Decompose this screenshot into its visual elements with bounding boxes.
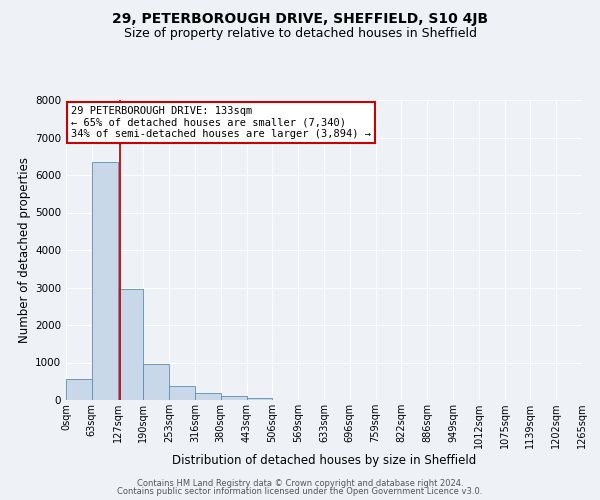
X-axis label: Distribution of detached houses by size in Sheffield: Distribution of detached houses by size … [172,454,476,467]
Bar [169,386,195,400]
Bar [143,364,169,400]
Bar [221,396,247,400]
Text: Contains public sector information licensed under the Open Government Licence v3: Contains public sector information licen… [118,487,482,496]
Text: Size of property relative to detached houses in Sheffield: Size of property relative to detached ho… [124,28,476,40]
Text: 29, PETERBOROUGH DRIVE, SHEFFIELD, S10 4JB: 29, PETERBOROUGH DRIVE, SHEFFIELD, S10 4… [112,12,488,26]
Bar [118,290,143,400]
Y-axis label: Number of detached properties: Number of detached properties [18,157,31,343]
Bar [92,162,118,400]
Bar [195,394,221,400]
Text: 29 PETERBOROUGH DRIVE: 133sqm
← 65% of detached houses are smaller (7,340)
34% o: 29 PETERBOROUGH DRIVE: 133sqm ← 65% of d… [71,106,371,139]
Bar [247,398,272,400]
Bar [66,380,92,400]
Text: Contains HM Land Registry data © Crown copyright and database right 2024.: Contains HM Land Registry data © Crown c… [137,478,463,488]
